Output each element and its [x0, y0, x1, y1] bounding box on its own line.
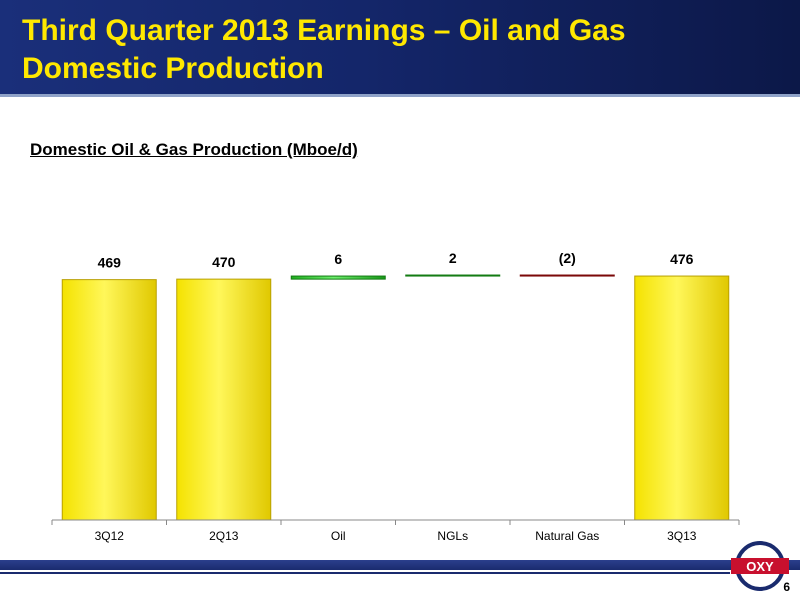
bar-ngls — [405, 274, 501, 277]
chart-title: Domestic Oil & Gas Production (Mboe/d) — [30, 140, 358, 159]
bar-3q13 — [634, 275, 730, 521]
bar-2q13 — [176, 278, 272, 521]
x-tick-label-2q13: 2Q13 — [209, 529, 239, 543]
x-tick-label-natural-gas: Natural Gas — [535, 529, 599, 543]
x-tick-label-ngls: NGLs — [437, 529, 468, 543]
oxy-logo: OXY — [731, 541, 789, 591]
page-number: 6 — [783, 580, 790, 594]
slide-title: Third Quarter 2013 Earnings – Oil and Ga… — [22, 12, 782, 88]
slide-title-line-2: Domestic Production — [22, 52, 324, 85]
data-label-ngls: 2 — [449, 250, 457, 266]
data-label-oil: 6 — [334, 251, 342, 267]
waterfall-chart: 469 470 6 2 (2) 476 3Q12 2Q13 Oil NGLs Natural Ga… — [51, 250, 740, 543]
data-label-natural-gas: (2) — [559, 250, 576, 266]
x-tick-label-oil: Oil — [331, 529, 346, 543]
footer-divider — [0, 572, 730, 574]
data-label-3q13: 476 — [670, 251, 694, 267]
footer-bar — [0, 560, 800, 570]
data-label-2q13: 470 — [212, 254, 236, 270]
title-banner: Third Quarter 2013 Earnings – Oil and Ga… — [0, 0, 800, 97]
x-tick-label-3q12: 3Q12 — [95, 529, 125, 543]
x-tick-label-3q13: 3Q13 — [667, 529, 697, 543]
logo-text: OXY — [746, 559, 774, 574]
data-label-3q12: 469 — [98, 255, 122, 271]
slide-title-line-1: Third Quarter 2013 Earnings – Oil and Ga… — [22, 14, 626, 47]
bar-oil — [290, 275, 386, 280]
bar-3q12 — [61, 279, 157, 521]
bar-natural-gas — [519, 274, 615, 277]
